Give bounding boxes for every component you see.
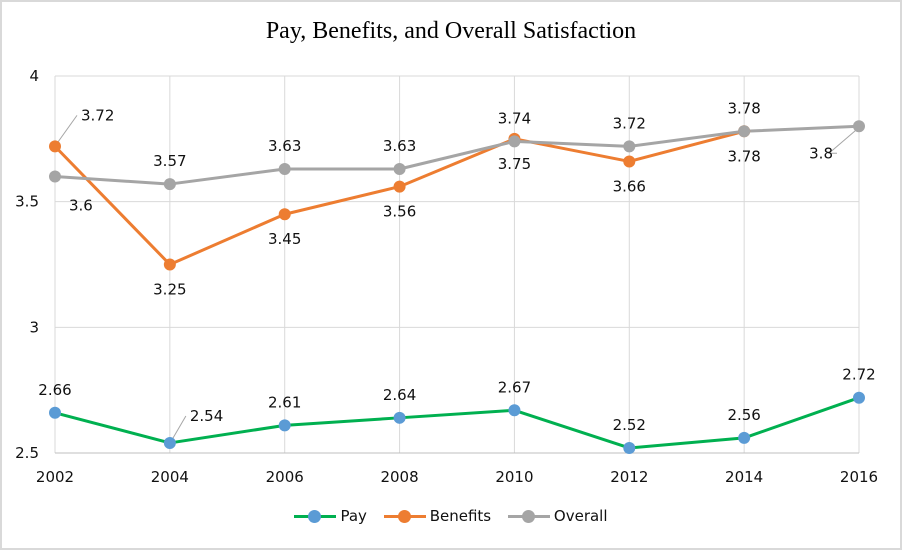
- legend-item-pay[interactable]: Pay: [294, 507, 367, 525]
- data-point-pay: [163, 436, 176, 449]
- data-label-benefits: 3.72: [81, 106, 114, 124]
- data-point-pay: [393, 411, 406, 424]
- data-point-pay: [853, 391, 865, 404]
- x-tick-label: 2002: [36, 468, 74, 486]
- data-point-benefits: [163, 258, 176, 271]
- x-tick-label: 2012: [610, 468, 648, 486]
- data-point-overall: [623, 140, 636, 153]
- legend: Pay Benefits Overall: [0, 507, 902, 527]
- data-label-overall: 3.74: [498, 109, 531, 127]
- series-markers: [49, 120, 865, 454]
- data-point-benefits: [278, 208, 291, 221]
- leader-line: [827, 128, 858, 154]
- data-point-overall: [393, 162, 406, 175]
- data-label-benefits: 3.56: [383, 203, 416, 221]
- data-label-overall: 3.6: [69, 197, 93, 215]
- leader-lines: [56, 115, 858, 441]
- x-tick-label: 2014: [725, 468, 763, 486]
- data-point-pay: [508, 404, 521, 417]
- legend-label-pay: Pay: [340, 507, 367, 525]
- data-label-benefits: 3.25: [153, 281, 186, 299]
- data-label-benefits: 3.78: [727, 147, 760, 165]
- y-tick-label: 2.5: [15, 444, 39, 462]
- legend-item-benefits[interactable]: Benefits: [383, 507, 492, 525]
- data-point-pay: [278, 419, 291, 432]
- axis-ticks: 2.5 3 3.5 4 2002 2004 2006 2008 2010 2012 2014 2016: [15, 67, 878, 486]
- data-point-overall: [853, 120, 865, 133]
- x-tick-label: 2006: [266, 468, 304, 486]
- legend-swatch-benefits: [383, 509, 426, 523]
- legend-label-benefits: Benefits: [429, 507, 492, 525]
- data-point-pay: [49, 406, 61, 419]
- y-tick-label: 3: [29, 318, 39, 336]
- x-tick-label: 2004: [151, 468, 189, 486]
- legend-swatch-pay: [294, 509, 337, 523]
- data-point-overall: [278, 162, 291, 175]
- data-label-pay: 2.61: [268, 393, 301, 411]
- x-tick-label: 2008: [380, 468, 418, 486]
- series-line-pay: [54, 396, 860, 450]
- data-label-overall: 3.63: [268, 137, 301, 155]
- data-point-overall: [163, 178, 176, 191]
- data-label-pay: 2.52: [613, 416, 646, 434]
- data-label-overall: 3.78: [727, 99, 760, 117]
- data-point-pay: [738, 431, 751, 444]
- data-point-overall: [49, 170, 61, 183]
- data-label-pay: 2.54: [190, 407, 223, 425]
- legend-item-overall[interactable]: Overall: [507, 507, 608, 525]
- data-label-overall: 3.8: [809, 144, 833, 162]
- data-labels: 2.66 2.54 2.61 2.64 2.67 2.52 2.56 2.72 3.72 3.25…: [38, 99, 875, 434]
- data-label-pay: 2.66: [38, 381, 71, 399]
- data-point-overall: [508, 135, 521, 148]
- data-point-benefits: [393, 180, 406, 193]
- y-tick-label: 4: [29, 67, 39, 85]
- data-label-pay: 2.64: [383, 386, 416, 404]
- data-point-benefits: [623, 155, 636, 168]
- data-label-overall: 3.63: [383, 137, 416, 155]
- data-label-overall: 3.57: [153, 152, 186, 170]
- data-label-pay: 2.67: [498, 378, 531, 396]
- series-line-overall: [54, 124, 860, 186]
- x-tick-label: 2010: [495, 468, 533, 486]
- legend-swatch-overall: [507, 509, 550, 523]
- chart-title: Pay, Benefits, and Overall Satisfaction: [265, 18, 637, 44]
- y-tick-label: 3.5: [15, 193, 39, 211]
- data-point-pay: [623, 441, 636, 454]
- leader-line: [56, 115, 78, 144]
- x-tick-label: 2016: [840, 468, 878, 486]
- leader-line: [171, 415, 187, 441]
- data-label-benefits: 3.45: [268, 230, 301, 248]
- data-label-pay: 2.56: [727, 406, 760, 424]
- data-label-benefits: 3.75: [498, 155, 531, 173]
- data-point-benefits: [49, 140, 61, 153]
- legend-label-overall: Overall: [553, 507, 608, 525]
- data-label-pay: 2.72: [842, 366, 875, 384]
- data-point-overall: [738, 125, 751, 138]
- data-label-overall: 3.72: [613, 114, 646, 132]
- data-label-benefits: 3.66: [613, 177, 646, 195]
